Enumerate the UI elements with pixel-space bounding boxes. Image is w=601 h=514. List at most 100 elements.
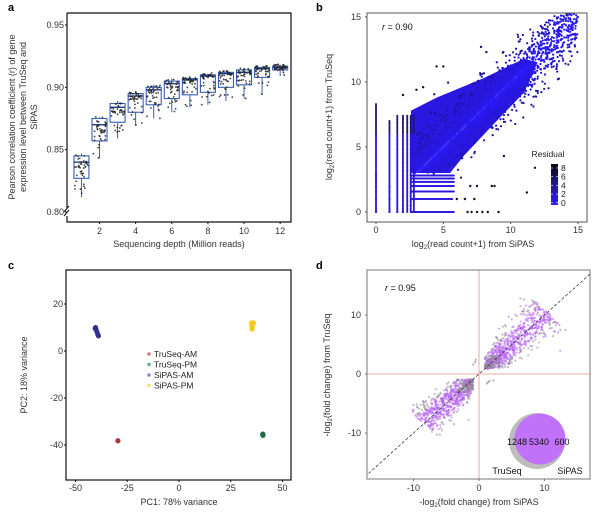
box-point [212,76,215,79]
scatter-point [459,119,463,122]
box-point [200,74,203,77]
scatter-outlier [475,210,479,214]
box-point [93,139,96,142]
scatter-point [569,10,571,12]
fc-point [522,334,525,337]
scatter-point [469,124,472,127]
box-point [282,71,285,74]
box-point [244,79,247,82]
scatter-point [520,88,524,91]
scatter-point [458,137,461,140]
scatter-point [521,64,524,67]
scatter-point [452,177,455,180]
fc-point [466,393,469,396]
scatter-point [449,154,452,157]
scatter-point [482,72,486,75]
x-tick-label: 15 [573,225,583,235]
scatter-outlier [502,154,506,158]
fc-point [556,322,559,325]
fc-point [503,323,507,327]
scatter-point [557,60,561,63]
fc-point [504,349,507,352]
pca-point-sipas-pm [250,320,257,326]
scatter-point [489,125,492,128]
scatter-point [575,20,578,23]
fc-point [436,403,440,406]
fc-point [445,413,448,416]
panel-letter-d: d [316,260,323,272]
fc-point [510,329,513,332]
scatter-outlier [497,210,500,214]
scatter-point [508,59,511,62]
scatter-point [470,93,473,97]
box-point [239,71,242,74]
box-point [112,111,114,114]
scatter-point [420,135,424,138]
scatter-point [499,92,502,95]
scatter-point [446,164,450,167]
fc-point [524,344,527,347]
scatter-point [420,155,424,159]
panel-b-y-label-sub: 2 [330,164,336,168]
fc-point [459,398,463,401]
scatter-point [552,48,555,52]
fc-point [519,313,522,316]
panel-b-x-label-prefix: log [412,239,424,249]
scatter-point [548,58,551,61]
scatter-point [481,104,485,107]
fc-point [460,401,463,404]
box-point [184,76,187,79]
fc-point [430,405,433,408]
fc-point [557,331,560,334]
fc-point [431,403,434,406]
fc-point [528,311,531,314]
scatter-point [448,150,451,154]
box-point [82,183,85,186]
box-point [155,92,157,95]
fc-point-discordant [474,358,477,362]
scatter-point [501,51,504,54]
scatter-point [577,1,579,3]
box-point [157,108,160,111]
scatter-point [488,106,491,109]
scatter-point [474,138,477,141]
scatter-point [429,111,432,114]
fc-point [441,403,444,406]
fc-point [559,328,562,332]
scatter-point [471,101,475,104]
fc-point [456,388,460,391]
scatter-point [552,56,555,60]
panel-a-frame [66,12,292,223]
fc-point [420,408,424,411]
fc-point [433,416,436,419]
fc-point [494,354,497,357]
panel-b-legend-title: Residual [531,149,564,159]
scatter-point [523,52,526,55]
box-point [282,67,285,69]
scatter-point [502,99,506,102]
scatter-point [529,28,532,31]
panel-b-x-label-sub: 2 [424,245,428,251]
fc-point [516,327,519,330]
box-point [173,93,176,96]
box-point [208,91,211,94]
box-point [87,164,90,167]
scatter-point [528,66,531,69]
scatter-point [552,65,555,68]
fc-point [534,335,537,338]
box-point [209,87,211,90]
scatter-point [489,110,492,113]
scatter-point [491,126,494,129]
box-point [148,91,151,94]
scatter-point [524,92,527,95]
scatter-point [480,133,483,136]
box-point [283,65,286,67]
scatter-point [452,174,455,177]
scatter-point [522,56,525,60]
box-point [212,94,215,96]
legend-label-truseq-am: TruSeq-AM [154,349,197,359]
scatter-point [481,87,484,90]
scatter-point [374,180,378,183]
scatter-point [528,64,531,67]
scatter-point [496,116,499,119]
